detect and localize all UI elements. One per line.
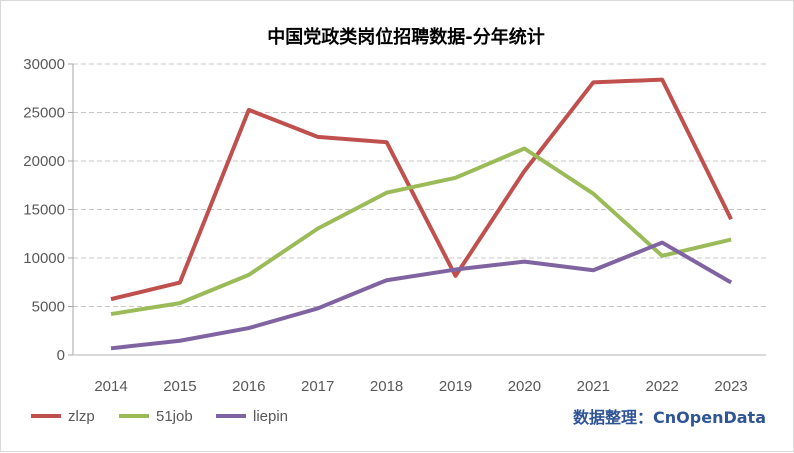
y-tick-label: 20000: [23, 153, 65, 170]
x-tick-label: 2022: [646, 378, 679, 395]
x-tick-label: 2021: [577, 378, 610, 395]
legend-label-liepin: liepin: [253, 408, 288, 425]
legend-label-zlzp: zlzp: [68, 408, 95, 425]
y-tick-label: 10000: [23, 250, 65, 267]
chart-title: 中国党政类岗位招聘数据-分年统计: [267, 26, 544, 48]
x-tick-label: 2020: [508, 378, 541, 395]
source-label: 数据整理：CnOpenData: [573, 408, 766, 427]
y-tick-label: 5000: [32, 299, 65, 316]
y-tick-label: 15000: [23, 202, 65, 219]
x-tick-label: 2017: [301, 378, 334, 395]
x-tick-label: 2023: [714, 378, 747, 395]
legend-label-51job: 51job: [156, 408, 193, 425]
y-tick-label: 30000: [23, 56, 65, 73]
x-tick-label: 2016: [232, 378, 265, 395]
x-tick-label: 2018: [370, 378, 403, 395]
x-tick-label: 2014: [94, 378, 127, 395]
y-tick-label: 0: [57, 347, 65, 364]
x-tick-label: 2019: [439, 378, 472, 395]
x-tick-label: 2015: [163, 378, 196, 395]
series-line-51job: [111, 148, 731, 314]
y-tick-label: 25000: [23, 105, 65, 122]
